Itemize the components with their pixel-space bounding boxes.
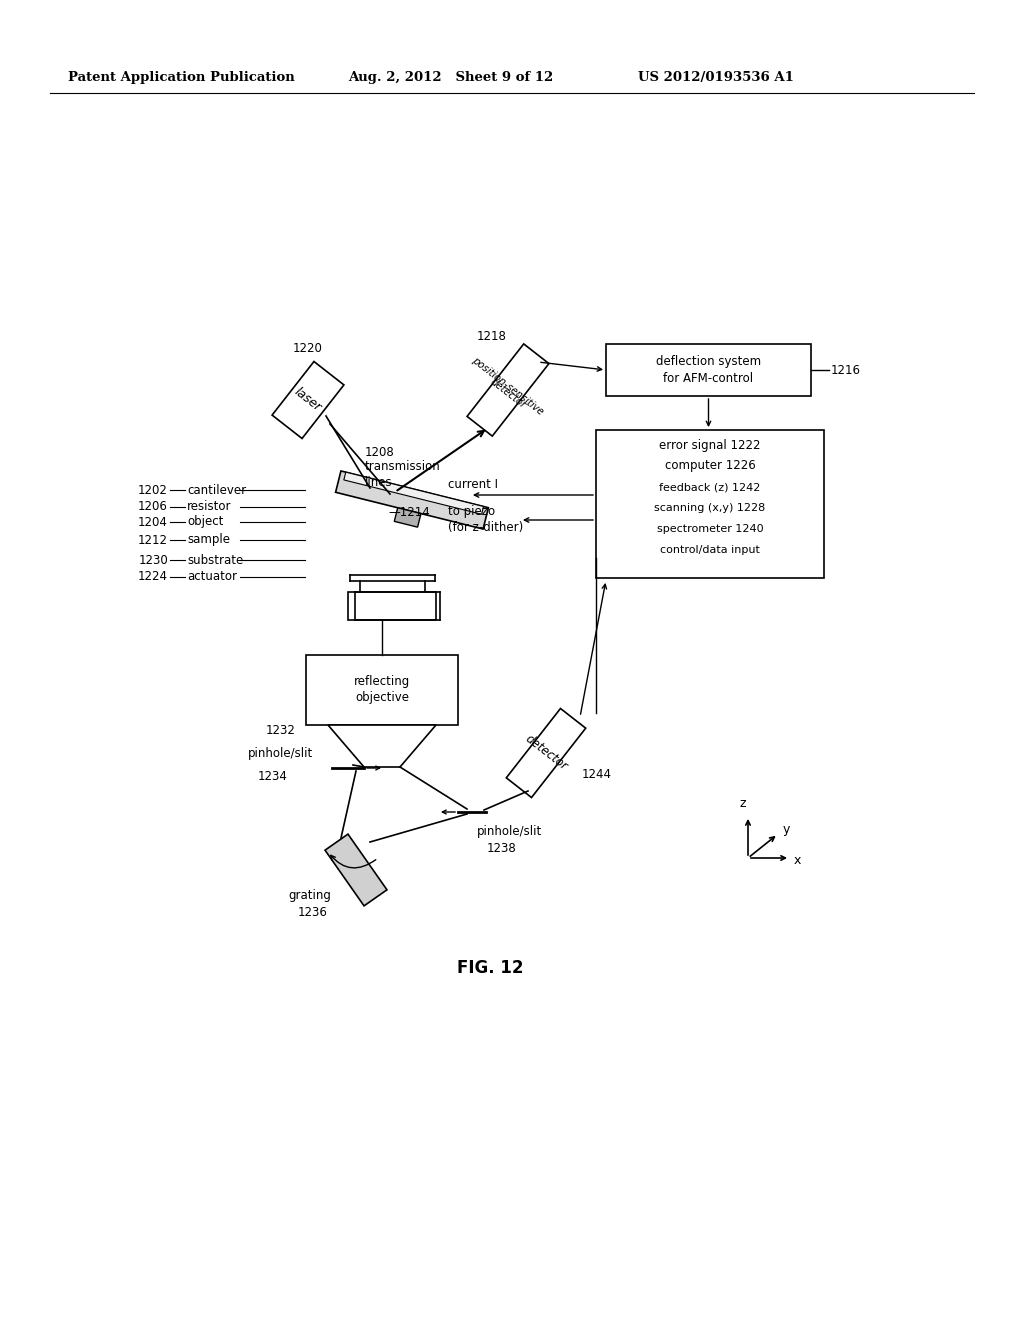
Text: to piezo: to piezo: [449, 506, 496, 519]
Bar: [344, 473, 483, 515]
Text: 1218: 1218: [477, 330, 507, 343]
Text: z: z: [739, 797, 746, 810]
Text: feedback (z) 1242: feedback (z) 1242: [659, 482, 761, 492]
Text: computer 1226: computer 1226: [665, 459, 756, 473]
Bar: [348, 591, 436, 620]
Text: cantilever: cantilever: [187, 483, 246, 496]
Text: deflection system: deflection system: [656, 355, 761, 368]
Text: resistor: resistor: [187, 500, 231, 513]
Bar: [506, 709, 586, 797]
Text: control/data input: control/data input: [660, 545, 760, 554]
Polygon shape: [328, 725, 436, 767]
Text: 1206: 1206: [138, 500, 168, 513]
Text: 1232: 1232: [266, 723, 296, 737]
Text: position-sensitive: position-sensitive: [470, 355, 546, 417]
Text: 1202: 1202: [138, 483, 168, 496]
Bar: [325, 834, 387, 906]
Text: 1208: 1208: [365, 446, 394, 458]
Text: pinhole/slit: pinhole/slit: [477, 825, 543, 838]
Text: (for z-dither): (for z-dither): [449, 520, 523, 533]
Text: reflecting: reflecting: [354, 676, 411, 689]
Bar: [606, 345, 811, 396]
Text: US 2012/0193536 A1: US 2012/0193536 A1: [638, 71, 794, 84]
Text: 1204: 1204: [138, 516, 168, 528]
Bar: [596, 430, 824, 578]
Text: substrate: substrate: [187, 553, 244, 566]
Text: laser: laser: [292, 385, 324, 414]
Text: 1244: 1244: [582, 768, 612, 781]
Bar: [306, 655, 458, 725]
Text: lines: lines: [365, 475, 392, 488]
Text: 1234: 1234: [258, 770, 288, 783]
Text: spectrometer 1240: spectrometer 1240: [656, 524, 763, 535]
Text: transmission: transmission: [365, 461, 440, 474]
Text: sample: sample: [187, 533, 230, 546]
Text: object: object: [187, 516, 223, 528]
Text: —1214: —1214: [388, 506, 430, 519]
Text: 1224: 1224: [138, 570, 168, 583]
Text: for AFM-control: for AFM-control: [664, 371, 754, 384]
Text: pinhole/slit: pinhole/slit: [248, 747, 313, 760]
Text: grating: grating: [288, 888, 331, 902]
Text: 1236: 1236: [298, 906, 328, 919]
Text: actuator: actuator: [187, 570, 237, 583]
Text: error signal 1222: error signal 1222: [659, 438, 761, 451]
Text: Aug. 2, 2012   Sheet 9 of 12: Aug. 2, 2012 Sheet 9 of 12: [348, 71, 553, 84]
Bar: [467, 345, 549, 436]
Bar: [394, 508, 421, 527]
Text: y: y: [783, 824, 791, 837]
Text: 1220: 1220: [293, 342, 323, 355]
Text: objective: objective: [355, 692, 409, 705]
Text: 1238: 1238: [487, 842, 517, 854]
Text: scanning (x,y) 1228: scanning (x,y) 1228: [654, 503, 766, 513]
Text: 1212: 1212: [138, 533, 168, 546]
Text: detector: detector: [522, 733, 569, 774]
Text: FIG. 12: FIG. 12: [457, 960, 523, 977]
Text: Patent Application Publication: Patent Application Publication: [68, 71, 295, 84]
Bar: [336, 471, 488, 529]
Text: detector: detector: [488, 378, 527, 411]
Text: current I: current I: [449, 479, 498, 491]
Text: x: x: [794, 854, 802, 866]
Bar: [272, 362, 344, 438]
Text: 1216: 1216: [831, 363, 861, 376]
Text: 1230: 1230: [138, 553, 168, 566]
